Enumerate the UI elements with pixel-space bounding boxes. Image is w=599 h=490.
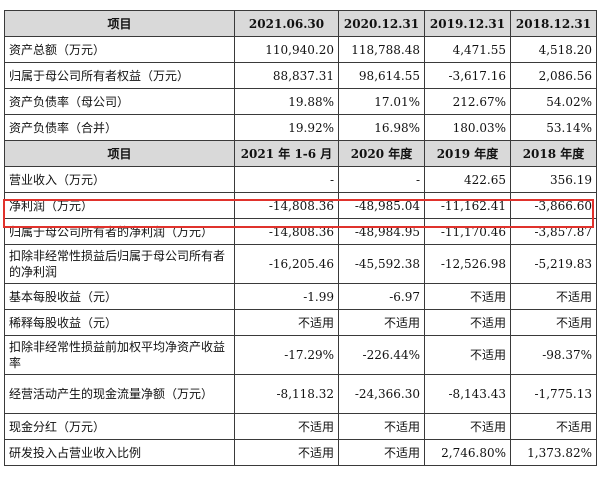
value-cell: 不适用 [234, 439, 339, 466]
table-row: 营业收入（万元） - - 422.65 356.19 [4, 166, 597, 193]
value-cell: 不适用 [338, 413, 425, 440]
row-label: 现金分红（万元） [4, 413, 235, 440]
value-cell: 不适用 [424, 309, 511, 336]
header-cell: 2018 年度 [510, 140, 597, 167]
value-cell: 17.01% [338, 88, 425, 115]
value-cell: 不适用 [510, 309, 597, 336]
row-label: 扣除非经常性损益前加权平均净资产收益率 [4, 335, 235, 375]
value-cell: 356.19 [510, 166, 597, 193]
value-cell: 2,746.80% [424, 439, 511, 466]
row-label: 稀释每股收益（元） [4, 309, 235, 336]
value-cell: 16.98% [338, 114, 425, 141]
header-cell: 2020.12.31 [338, 10, 425, 37]
header-cell: 2021.06.30 [234, 10, 339, 37]
value-cell: 19.88% [234, 88, 339, 115]
value-cell: -11,170.46 [424, 218, 511, 245]
value-cell: 不适用 [234, 309, 339, 336]
financial-table: 项目 2021.06.30 2020.12.31 2019.12.31 2018… [4, 10, 597, 466]
value-cell: 180.03% [424, 114, 511, 141]
value-cell: 2,086.56 [510, 62, 597, 89]
header-cell: 2019.12.31 [424, 10, 511, 37]
value-cell: -48,985.04 [338, 192, 425, 219]
value-cell: -1.99 [234, 283, 339, 310]
value-cell: -16,205.46 [234, 244, 339, 284]
value-cell: -1,775.13 [510, 374, 597, 414]
table-row: 经营活动产生的现金流量净额（万元） -8,118.32 -24,366.30 -… [4, 374, 597, 414]
value-cell: -226.44% [338, 335, 425, 375]
value-cell: -48,984.95 [338, 218, 425, 245]
value-cell: -14,808.36 [234, 192, 339, 219]
value-cell: 不适用 [424, 335, 511, 375]
table-row-net-profit: 净利润（万元） -14,808.36 -48,985.04 -11,162.41… [4, 192, 597, 219]
table-row: 归属于母公司所有者的净利润（万元） -14,808.36 -48,984.95 … [4, 218, 597, 245]
value-cell: 4,471.55 [424, 36, 511, 63]
row-label: 净利润（万元） [4, 192, 235, 219]
value-cell: 110,940.20 [234, 36, 339, 63]
value-cell: 4,518.20 [510, 36, 597, 63]
value-cell: -24,366.30 [338, 374, 425, 414]
row-label: 资产负债率（合并） [4, 114, 235, 141]
table-header-row: 项目 2021 年 1-6 月 2020 年度 2019 年度 2018 年度 [4, 140, 597, 167]
header-cell: 2018.12.31 [510, 10, 597, 37]
value-cell: 不适用 [234, 413, 339, 440]
value-cell: -17.29% [234, 335, 339, 375]
row-label: 扣除非经常性损益后归属于母公司所有者的净利润 [4, 244, 235, 284]
value-cell: - [234, 166, 339, 193]
value-cell: -3,857.87 [510, 218, 597, 245]
row-label: 经营活动产生的现金流量净额（万元） [4, 374, 235, 414]
value-cell: -5,219.83 [510, 244, 597, 284]
value-cell: 19.92% [234, 114, 339, 141]
header-cell: 2020 年度 [338, 140, 425, 167]
table-row: 扣除非经常性损益前加权平均净资产收益率 -17.29% -226.44% 不适用… [4, 335, 597, 375]
value-cell: -12,526.98 [424, 244, 511, 284]
header-cell: 项目 [4, 140, 235, 167]
value-cell: 不适用 [510, 283, 597, 310]
value-cell: 不适用 [510, 413, 597, 440]
row-label: 研发投入占营业收入比例 [4, 439, 235, 466]
value-cell: 不适用 [338, 309, 425, 336]
row-label: 基本每股收益（元） [4, 283, 235, 310]
value-cell: 88,837.31 [234, 62, 339, 89]
table-row: 稀释每股收益（元） 不适用 不适用 不适用 不适用 [4, 309, 597, 336]
row-label: 归属于母公司所有者的净利润（万元） [4, 218, 235, 245]
table-row: 资产总额（万元） 110,940.20 118,788.48 4,471.55 … [4, 36, 597, 63]
value-cell: -3,866.60 [510, 192, 597, 219]
value-cell: -6.97 [338, 283, 425, 310]
value-cell: 212.67% [424, 88, 511, 115]
value-cell: -11,162.41 [424, 192, 511, 219]
value-cell: 53.14% [510, 114, 597, 141]
table-row: 资产负债率（母公司） 19.88% 17.01% 212.67% 54.02% [4, 88, 597, 115]
value-cell: 98,614.55 [338, 62, 425, 89]
value-cell: 118,788.48 [338, 36, 425, 63]
header-cell: 2021 年 1-6 月 [234, 140, 339, 167]
value-cell: 不适用 [424, 413, 511, 440]
row-label: 资产总额（万元） [4, 36, 235, 63]
header-cell: 项目 [4, 10, 235, 37]
table-row: 归属于母公司所有者权益（万元） 88,837.31 98,614.55 -3,6… [4, 62, 597, 89]
value-cell: 422.65 [424, 166, 511, 193]
table-row: 基本每股收益（元） -1.99 -6.97 不适用 不适用 [4, 283, 597, 310]
header-cell: 2019 年度 [424, 140, 511, 167]
row-label: 归属于母公司所有者权益（万元） [4, 62, 235, 89]
value-cell: - [338, 166, 425, 193]
value-cell: 不适用 [424, 283, 511, 310]
table-row: 现金分红（万元） 不适用 不适用 不适用 不适用 [4, 413, 597, 440]
table-row: 扣除非经常性损益后归属于母公司所有者的净利润 -16,205.46 -45,59… [4, 244, 597, 284]
table-row: 研发投入占营业收入比例 不适用 不适用 2,746.80% 1,373.82% [4, 439, 597, 466]
value-cell: -98.37% [510, 335, 597, 375]
value-cell: 54.02% [510, 88, 597, 115]
value-cell: -8,118.32 [234, 374, 339, 414]
table-header-row: 项目 2021.06.30 2020.12.31 2019.12.31 2018… [4, 10, 597, 37]
value-cell: -8,143.43 [424, 374, 511, 414]
row-label: 资产负债率（母公司） [4, 88, 235, 115]
value-cell: -14,808.36 [234, 218, 339, 245]
value-cell: 1,373.82% [510, 439, 597, 466]
value-cell: 不适用 [338, 439, 425, 466]
row-label: 营业收入（万元） [4, 166, 235, 193]
value-cell: -45,592.38 [338, 244, 425, 284]
table-row: 资产负债率（合并） 19.92% 16.98% 180.03% 53.14% [4, 114, 597, 141]
value-cell: -3,617.16 [424, 62, 511, 89]
